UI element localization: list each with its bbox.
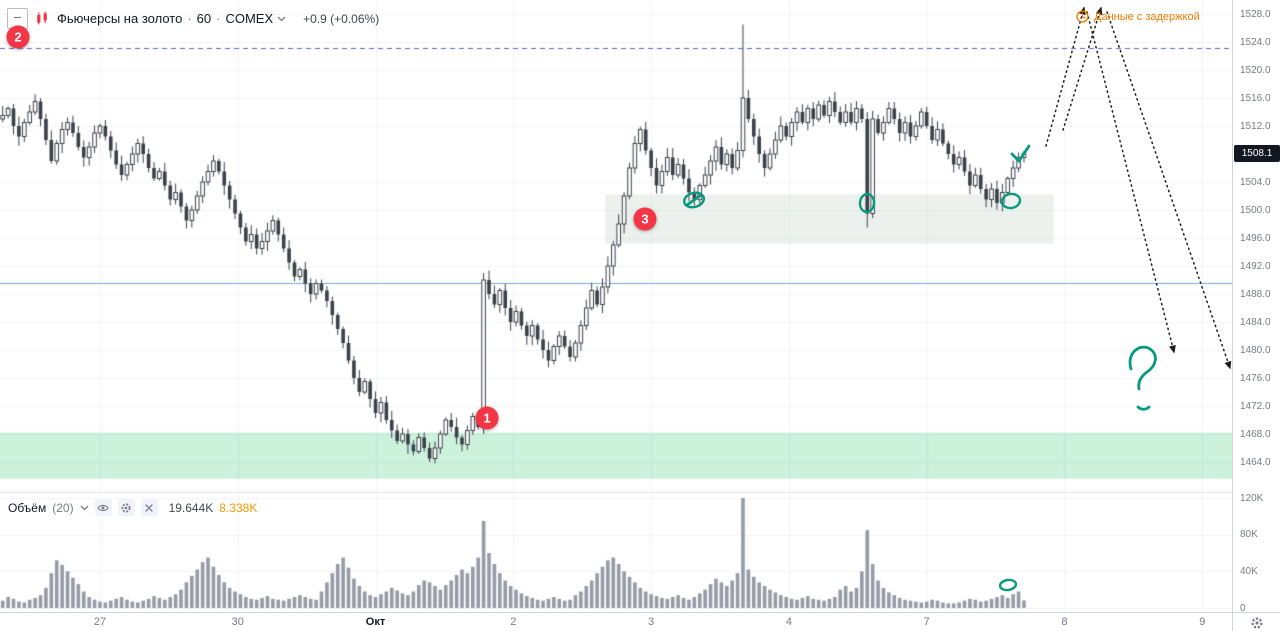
volume-ma-value: 19.644K bbox=[168, 500, 214, 515]
time-axis-label: 9 bbox=[1199, 616, 1206, 628]
price-tick-label: 1492.0 bbox=[1240, 260, 1271, 272]
price-tick-label: 1472.0 bbox=[1240, 400, 1271, 412]
symbol-toolbar: − Фьючерсы на золото · 60 · COMEX +0.9 (… bbox=[7, 8, 379, 29]
price-axis[interactable]: 1508.1 1528.0 1524.0 1520.0 1516.0 1512.0 150… bbox=[1232, 0, 1280, 614]
price-tick-label: 1512.0 bbox=[1240, 120, 1271, 132]
time-axis-label: 27 bbox=[93, 616, 107, 628]
price-tick-label: 1468.0 bbox=[1240, 428, 1271, 440]
price-tick-label: 1476.0 bbox=[1240, 372, 1271, 384]
price-tick-label: 1524.0 bbox=[1240, 36, 1271, 48]
price-tick-label: 1500.0 bbox=[1240, 204, 1271, 216]
price-tick-label: 1488.0 bbox=[1240, 288, 1271, 300]
price-tick-label: 1504.0 bbox=[1240, 176, 1271, 188]
time-axis[interactable]: 27 30 Окт 2 3 4 7 8 9 bbox=[0, 612, 1232, 631]
time-axis-label: 7 bbox=[923, 616, 930, 628]
price-tick-label: 1464.0 bbox=[1240, 456, 1271, 468]
price-tick-label: 1484.0 bbox=[1240, 316, 1271, 328]
time-axis-label: 4 bbox=[785, 616, 792, 628]
volume-tick-label: 120K bbox=[1240, 492, 1264, 504]
indicator-settings-button[interactable] bbox=[117, 499, 135, 516]
hide-indicator-button[interactable] bbox=[94, 499, 112, 516]
volume-tick-label: 0 bbox=[1240, 602, 1246, 614]
remove-indicator-button[interactable] bbox=[140, 499, 158, 516]
price-tick-label: 1480.0 bbox=[1240, 344, 1271, 356]
chevron-down-icon[interactable] bbox=[80, 505, 89, 511]
annotation-badge-1[interactable]: 1 bbox=[475, 406, 499, 430]
volume-indicator-param: (20) bbox=[52, 500, 74, 515]
collapse-pane-button[interactable]: − bbox=[7, 8, 28, 29]
interval-label: 60 bbox=[196, 11, 212, 26]
symbol-name: Фьючерсы на золото bbox=[57, 11, 183, 26]
volume-current-value: 8.338K bbox=[219, 500, 258, 515]
price-tick-label: 1520.0 bbox=[1240, 64, 1271, 76]
gear-icon bbox=[1251, 616, 1263, 629]
time-axis-label: 8 bbox=[1061, 616, 1068, 628]
volume-indicator-header: Объём (20) 19.644K 8.338K bbox=[8, 499, 257, 516]
chart-canvas[interactable] bbox=[0, 0, 1232, 612]
axis-settings-corner[interactable] bbox=[1232, 612, 1280, 631]
exchange-label: COMEX bbox=[225, 11, 274, 26]
volume-tick-label: 40K bbox=[1240, 565, 1258, 577]
volume-indicator-title[interactable]: Объём bbox=[8, 500, 47, 515]
time-axis-label: Окт bbox=[365, 616, 386, 628]
price-tick-label: 1496.0 bbox=[1240, 232, 1271, 244]
gear-icon bbox=[121, 502, 131, 513]
time-axis-label: 2 bbox=[510, 616, 517, 628]
clock-icon bbox=[1076, 10, 1089, 23]
delayed-data-label: Данные с задержкой bbox=[1094, 10, 1200, 23]
close-icon bbox=[145, 503, 153, 512]
price-tick-label: 1528.0 bbox=[1240, 8, 1271, 20]
eye-icon bbox=[97, 504, 109, 511]
price-tick-label: 1516.0 bbox=[1240, 92, 1271, 104]
time-axis-label: 3 bbox=[648, 616, 655, 628]
annotation-badge-2[interactable]: 2 bbox=[6, 25, 30, 49]
chevron-down-icon bbox=[277, 16, 286, 21]
symbol-title[interactable]: Фьючерсы на золото · 60 · COMEX bbox=[57, 11, 286, 26]
annotation-badge-3[interactable]: 3 bbox=[633, 207, 657, 231]
volume-tick-label: 80K bbox=[1240, 529, 1258, 541]
last-price-label: 1508.1 bbox=[1234, 144, 1280, 162]
symbol-logo-icon bbox=[37, 11, 47, 25]
price-change-label: +0.9 (+0.06%) bbox=[303, 11, 380, 26]
time-axis-label: 30 bbox=[231, 616, 244, 628]
delayed-data-chip[interactable]: Данные с задержкой bbox=[1076, 10, 1200, 23]
